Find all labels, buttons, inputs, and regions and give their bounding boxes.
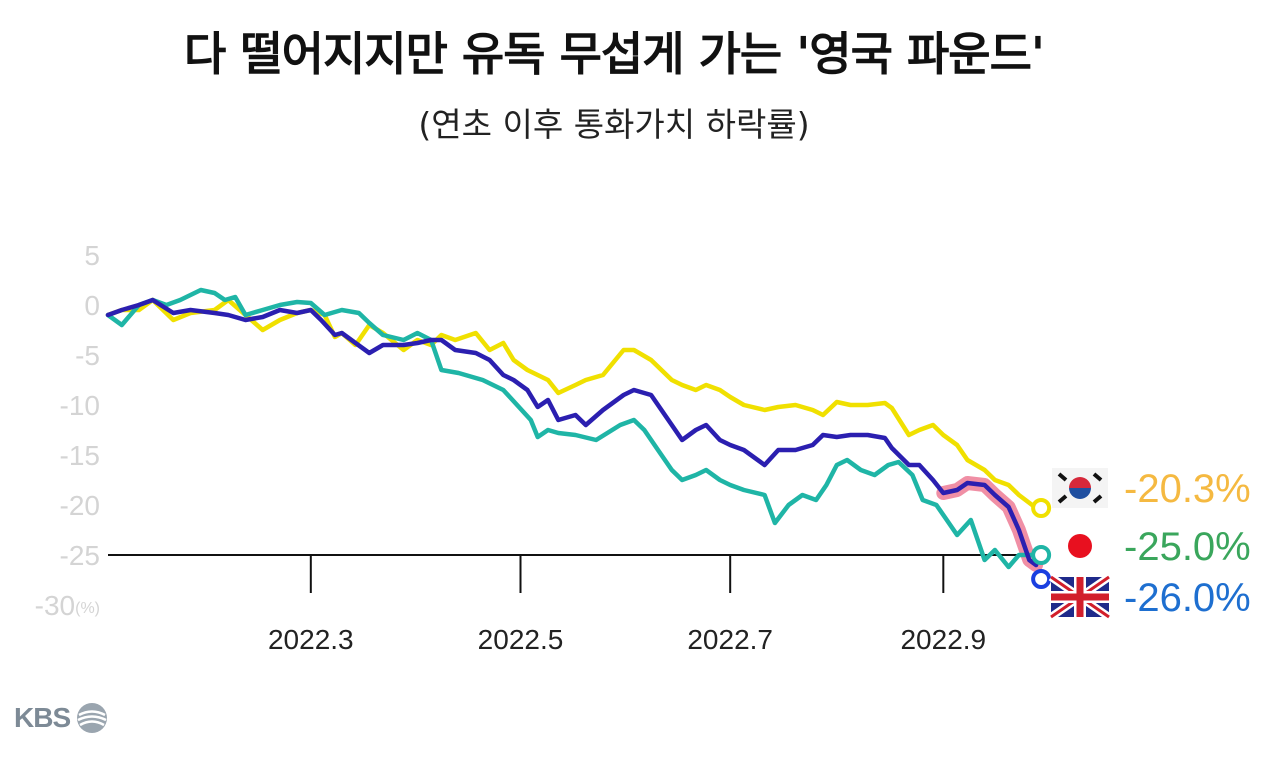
y-tick-label: -25: [60, 540, 100, 571]
series-end-value-gbp: -26.0%: [1124, 576, 1251, 620]
logo-text: KBS: [14, 702, 71, 733]
y-tick-label: -10: [60, 390, 100, 421]
series-end-value-krw: -20.3%: [1124, 467, 1251, 511]
trigram: [1057, 494, 1068, 504]
trigram: [1057, 472, 1068, 482]
taeguk-red: [1069, 477, 1091, 488]
x-tick-label: 2022.7: [687, 624, 773, 655]
series-end-marker-gbp: [1031, 569, 1052, 589]
y-unit-label: (%): [75, 600, 100, 617]
series-end-marker-jpy: [1031, 545, 1052, 565]
y-tick-label: -20: [60, 490, 100, 521]
kbs-logo: KBS: [14, 700, 110, 736]
chart-title: 다 떨어지지만 유독 무섭게 가는 '영국 파운드': [183, 27, 1045, 81]
y-tick-label: -5: [75, 340, 100, 371]
series-end-marker-krw: [1031, 498, 1052, 518]
trigram: [1092, 472, 1103, 482]
trigram: [1092, 494, 1103, 504]
south-korea-flag-icon: [1052, 468, 1108, 508]
x-tick-label: 2022.9: [900, 624, 986, 655]
cross-red: [1051, 577, 1109, 617]
series-end-value-jpy: -25.0%: [1124, 525, 1251, 569]
y-tick-label: 0: [84, 290, 100, 321]
x-tick-label: 2022.3: [268, 624, 354, 655]
series-line-krw: [105, 297, 1039, 511]
kbs-swirl-icon: [77, 703, 108, 733]
y-tick-label: 5: [84, 240, 100, 271]
uk-flag-icon: [1048, 573, 1112, 621]
y-tick-label: -15: [60, 440, 100, 471]
series-line-gbp: [105, 297, 1039, 568]
series-line-jpy: [105, 287, 1039, 570]
x-tick-label: 2022.5: [478, 624, 564, 655]
japan-flag-icon: [1052, 526, 1108, 566]
y-tick-label: -30(%): [35, 590, 100, 621]
hinomaru: [1068, 534, 1092, 558]
chart-subtitle: (연초 이후 통화가치 하락률): [418, 105, 810, 144]
taeguk-blue: [1069, 488, 1091, 499]
